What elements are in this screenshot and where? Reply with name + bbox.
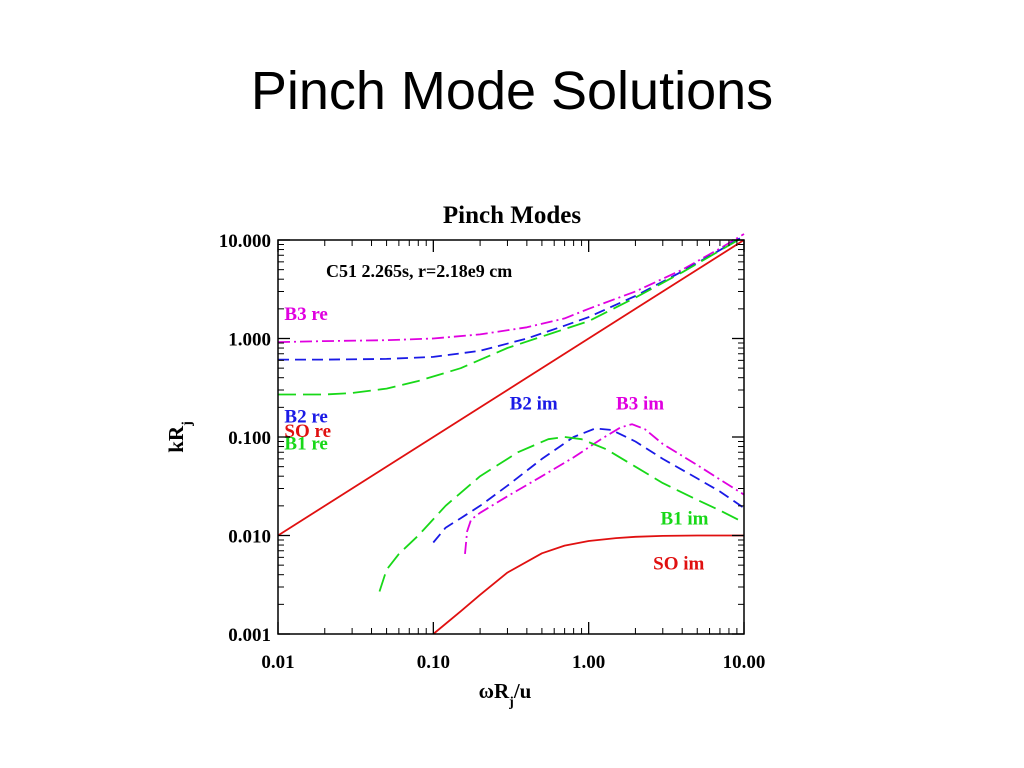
- y-tick-label: 0.010: [228, 527, 271, 548]
- plot-frame: [277, 239, 745, 635]
- y-tick-label: 0.001: [228, 625, 271, 646]
- series-label-b2-re: B2 re: [284, 407, 327, 428]
- x-axis-label-tail: /u: [513, 679, 532, 703]
- x-axis-label-sub: j: [508, 695, 514, 710]
- series-label-so-im: SO im: [653, 554, 704, 575]
- series-label-b3-im: B3 im: [616, 394, 664, 415]
- series-label-b1-re: B1 re: [284, 433, 327, 454]
- y-tick-label: 0.100: [228, 428, 271, 449]
- x-tick-label: 1.00: [572, 652, 605, 673]
- y-axis-label-main: kR: [164, 425, 188, 453]
- series-label-b3-re: B3 re: [284, 304, 327, 325]
- series-label-b1-im: B1 im: [660, 508, 708, 529]
- x-tick-label: 10.00: [723, 652, 766, 673]
- x-tick-label: 0.01: [261, 652, 294, 673]
- x-tick-label: 0.10: [417, 652, 450, 673]
- x-axis-label: ωRj/u: [479, 679, 532, 710]
- series-line-so-re: [277, 239, 745, 537]
- series-line-b2-im: [432, 427, 745, 544]
- chart-annotation: C51 2.265s, r=2.18e9 cm: [326, 261, 512, 281]
- series-line-b3-im: [464, 423, 745, 554]
- y-axis-label-sub: j: [180, 421, 195, 427]
- x-axis-label-main: ωR: [479, 679, 510, 703]
- y-axis-label: kRj: [164, 421, 195, 453]
- y-tick-label: 1.000: [228, 330, 271, 351]
- slide-title: Pinch Mode Solutions: [250, 61, 774, 121]
- series-label-so-re: SO re: [284, 421, 331, 442]
- chart-title: Pinch Modes: [443, 202, 581, 229]
- y-tick-label: 10.000: [219, 231, 271, 252]
- series-line-so-im: [432, 534, 744, 635]
- series-line-b1-re: [278, 235, 745, 396]
- series-label-b2-im: B2 im: [510, 394, 558, 415]
- series-line-b1-im: [378, 436, 745, 592]
- series-line-b3-re: [277, 233, 745, 343]
